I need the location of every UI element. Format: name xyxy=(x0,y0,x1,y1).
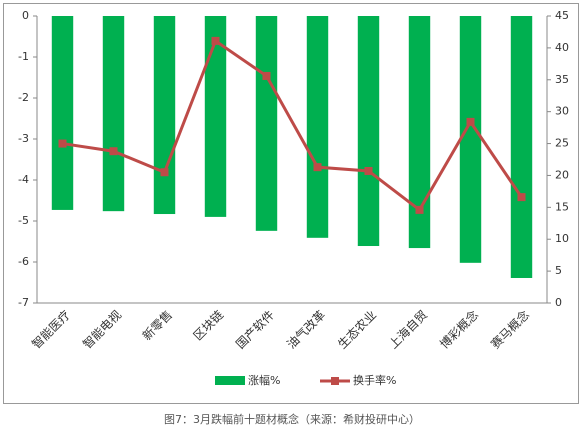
bar xyxy=(51,16,74,210)
bar xyxy=(357,16,380,247)
caption: 图7：3月跌幅前十题材概念（来源：希财投研中心） xyxy=(164,412,420,426)
bar xyxy=(204,16,227,217)
y-tick-label: -1 xyxy=(18,50,29,63)
y2-tick-label: 5 xyxy=(555,264,562,277)
bar xyxy=(102,16,125,212)
marker xyxy=(313,163,322,172)
y2-tick-label: 40 xyxy=(555,41,569,54)
legend-label: 涨幅% xyxy=(248,374,280,387)
y2-tick-label: 15 xyxy=(555,200,569,213)
y-tick-label: -5 xyxy=(18,214,29,227)
legend-swatch xyxy=(331,377,339,385)
marker xyxy=(211,36,220,45)
y-tick-label: -6 xyxy=(18,255,29,268)
y2-tick-label: 30 xyxy=(555,105,569,118)
y2-tick-label: 25 xyxy=(555,137,569,150)
marker xyxy=(160,168,169,177)
y-tick-label: -3 xyxy=(18,132,29,145)
marker xyxy=(58,139,67,148)
y-tick-label: -4 xyxy=(18,173,29,186)
bar xyxy=(510,16,533,278)
y2-tick-label: 10 xyxy=(555,232,569,245)
marker xyxy=(109,147,118,156)
bar xyxy=(459,16,482,263)
legend-label: 换手率% xyxy=(353,373,396,387)
chart-border xyxy=(3,3,579,404)
bar xyxy=(408,16,431,249)
bar xyxy=(153,16,176,215)
marker xyxy=(517,193,526,202)
marker xyxy=(415,205,424,214)
bar xyxy=(255,16,278,231)
legend-swatch xyxy=(215,376,245,385)
y-tick-label: 0 xyxy=(22,9,29,22)
line xyxy=(62,38,523,213)
y2-tick-label: 20 xyxy=(555,168,569,181)
y2-tick-label: 0 xyxy=(555,296,562,309)
marker xyxy=(466,117,475,126)
marker xyxy=(364,166,373,175)
y-tick-label: -7 xyxy=(18,296,29,309)
bar xyxy=(306,16,329,238)
y2-tick-label: 45 xyxy=(555,9,569,22)
y2-tick-label: 35 xyxy=(555,73,569,86)
marker xyxy=(262,71,271,80)
y-tick-label: -2 xyxy=(18,91,29,104)
